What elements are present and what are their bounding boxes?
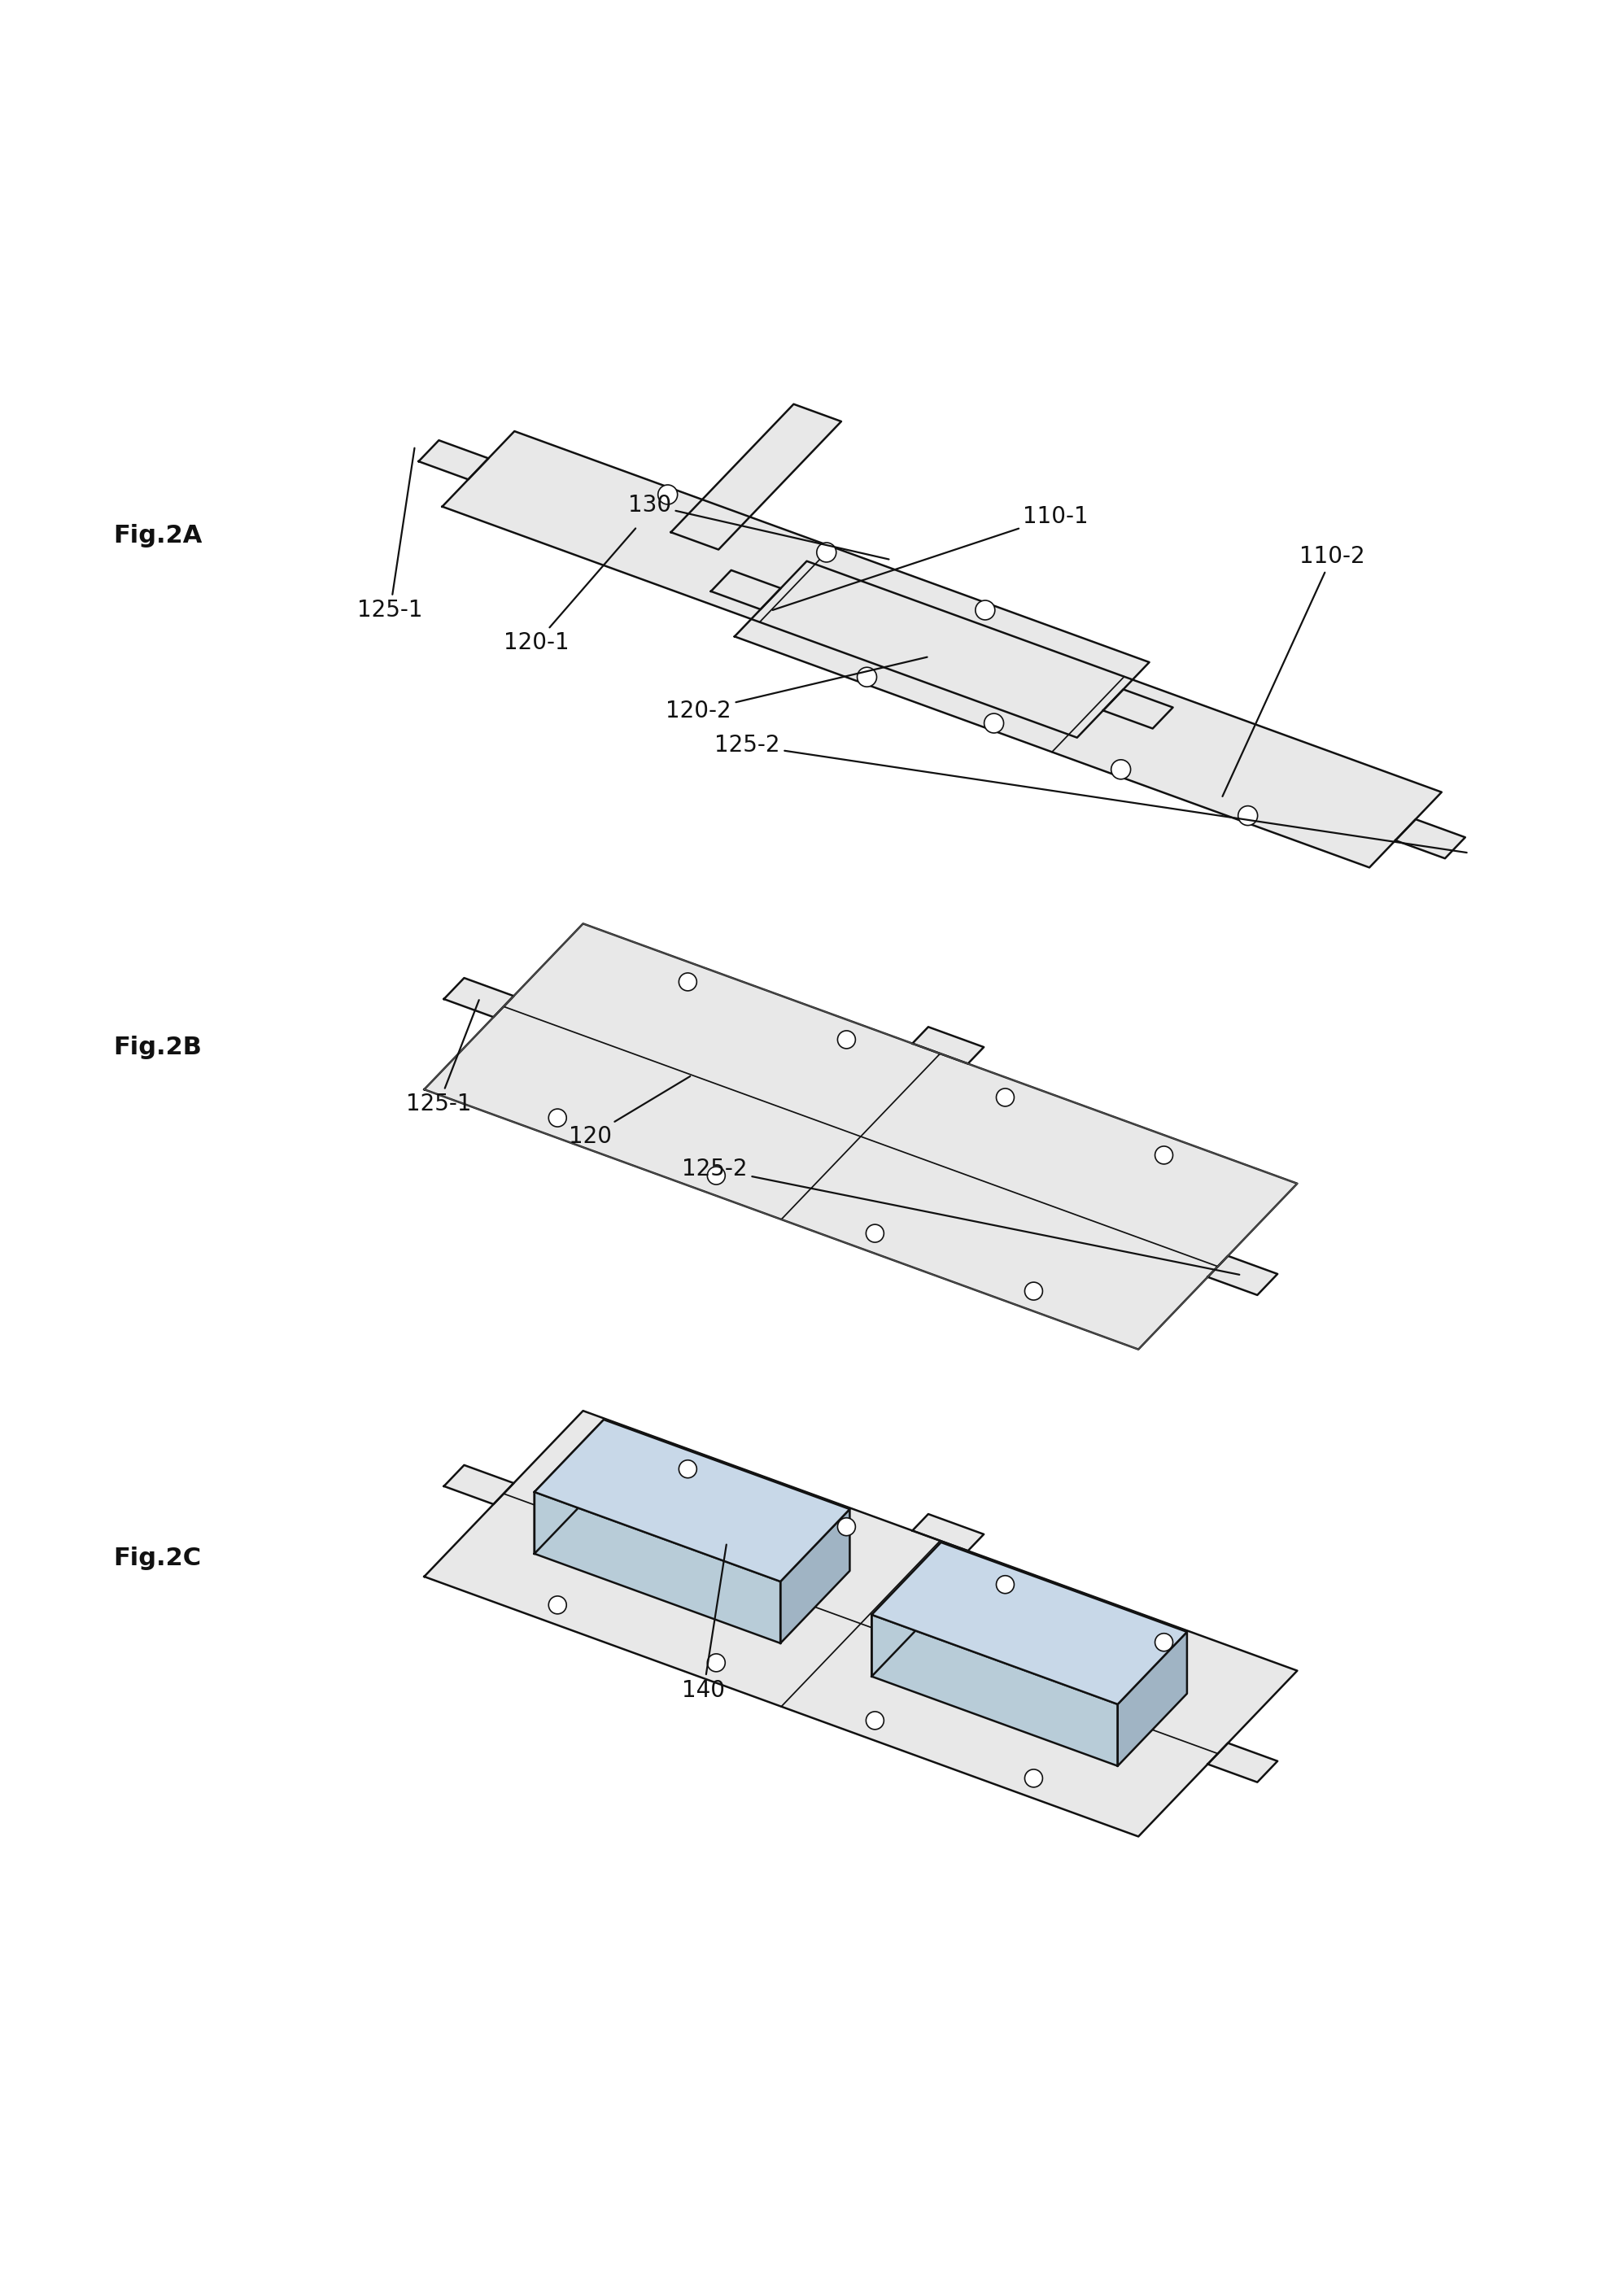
Circle shape xyxy=(866,1225,883,1243)
Circle shape xyxy=(976,600,996,621)
Polygon shape xyxy=(781,1509,849,1643)
Polygon shape xyxy=(913,1514,984,1550)
Polygon shape xyxy=(872,1543,940,1677)
Polygon shape xyxy=(1208,1743,1278,1782)
Circle shape xyxy=(1111,759,1130,780)
Polygon shape xyxy=(872,1614,1117,1766)
Text: 125-1: 125-1 xyxy=(357,448,422,623)
Circle shape xyxy=(1155,1146,1173,1164)
Polygon shape xyxy=(442,432,1150,739)
Polygon shape xyxy=(534,1421,604,1555)
Polygon shape xyxy=(711,571,781,609)
Polygon shape xyxy=(443,977,513,1016)
Polygon shape xyxy=(1117,1632,1187,1766)
Circle shape xyxy=(838,1518,856,1537)
Circle shape xyxy=(1025,1768,1043,1787)
Text: 120-2: 120-2 xyxy=(666,657,927,723)
Circle shape xyxy=(984,714,1004,732)
Circle shape xyxy=(838,1030,856,1048)
Polygon shape xyxy=(534,1421,849,1582)
Text: 130: 130 xyxy=(628,493,888,559)
Text: 125-1: 125-1 xyxy=(406,1000,479,1116)
Text: 120-1: 120-1 xyxy=(503,527,635,655)
Circle shape xyxy=(658,484,677,505)
Circle shape xyxy=(708,1166,726,1184)
Text: 110-1: 110-1 xyxy=(773,505,1088,609)
Circle shape xyxy=(817,543,836,561)
Text: Fig.2A: Fig.2A xyxy=(114,523,203,548)
Circle shape xyxy=(1237,807,1257,825)
Circle shape xyxy=(996,1575,1013,1593)
Circle shape xyxy=(1155,1634,1173,1650)
Text: Fig.2C: Fig.2C xyxy=(114,1548,201,1571)
Text: Fig.2B: Fig.2B xyxy=(114,1036,203,1059)
Circle shape xyxy=(708,1655,726,1671)
Circle shape xyxy=(549,1109,567,1127)
Circle shape xyxy=(857,668,877,686)
Polygon shape xyxy=(872,1543,1187,1705)
Circle shape xyxy=(679,973,697,991)
Polygon shape xyxy=(534,1491,781,1643)
Circle shape xyxy=(996,1089,1013,1107)
Text: 125-2: 125-2 xyxy=(715,734,1466,852)
Polygon shape xyxy=(1103,689,1173,730)
Circle shape xyxy=(549,1596,567,1614)
Polygon shape xyxy=(443,1466,513,1505)
Circle shape xyxy=(1025,1282,1043,1300)
Circle shape xyxy=(866,1712,883,1730)
Text: 125-2: 125-2 xyxy=(682,1157,1239,1275)
Polygon shape xyxy=(424,923,1298,1350)
Polygon shape xyxy=(671,405,841,550)
Polygon shape xyxy=(734,561,1442,868)
Text: 120: 120 xyxy=(568,1077,690,1148)
Polygon shape xyxy=(419,441,489,480)
Polygon shape xyxy=(1208,1257,1278,1296)
Polygon shape xyxy=(424,1412,1298,1837)
Text: 140: 140 xyxy=(682,1546,726,1702)
Polygon shape xyxy=(1395,818,1465,859)
Polygon shape xyxy=(913,1027,984,1064)
Circle shape xyxy=(679,1459,697,1477)
Text: 110-2: 110-2 xyxy=(1223,546,1364,796)
